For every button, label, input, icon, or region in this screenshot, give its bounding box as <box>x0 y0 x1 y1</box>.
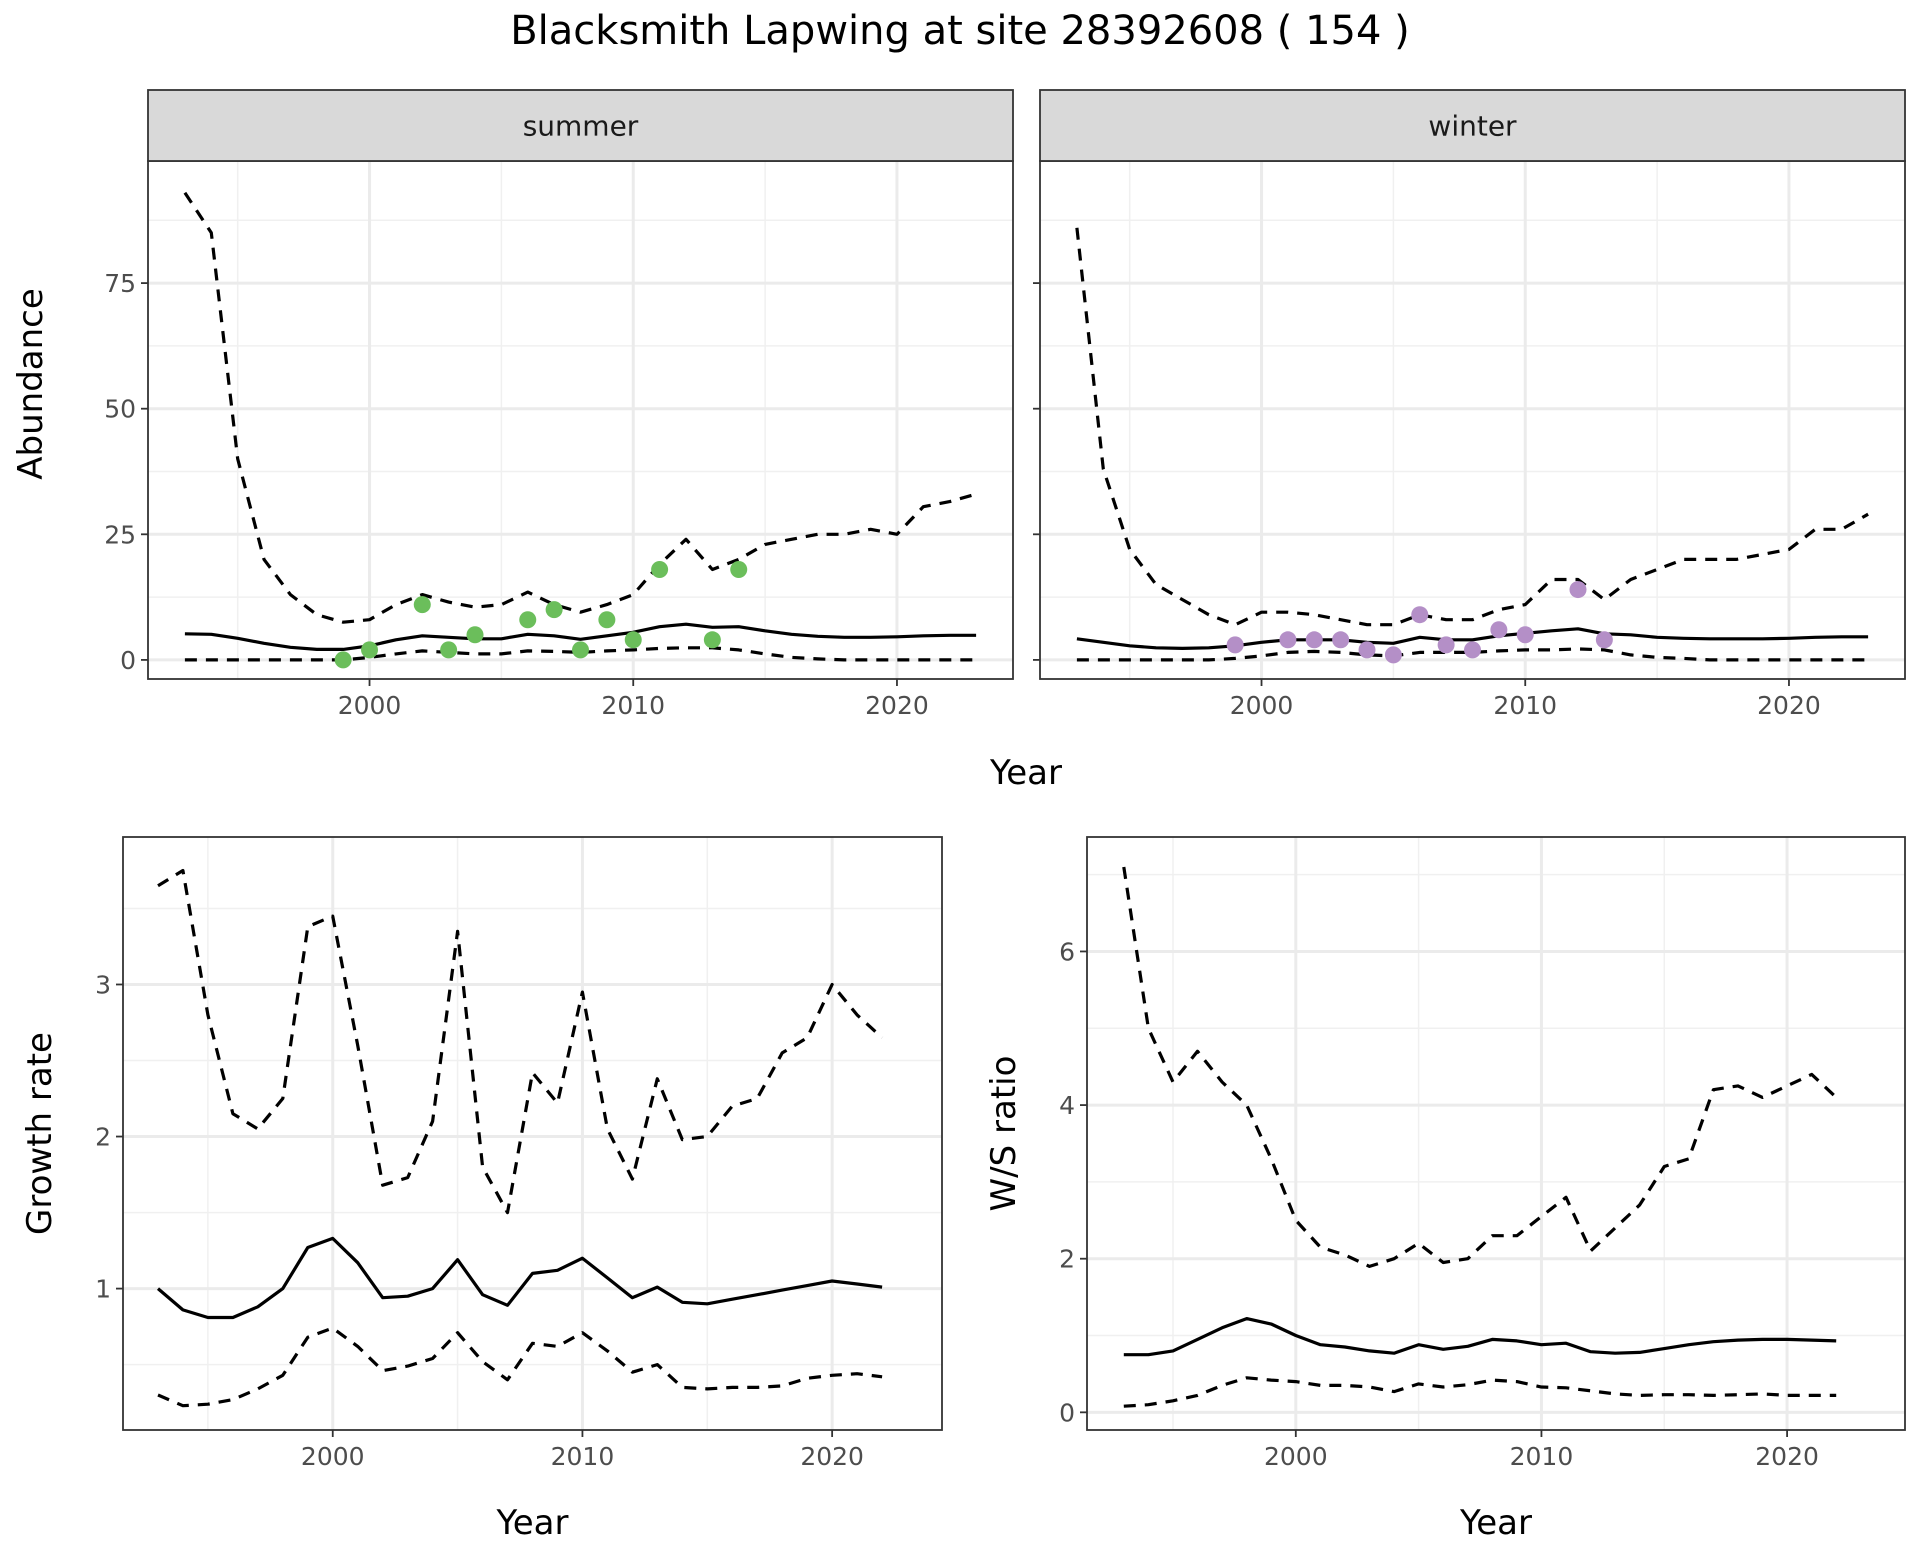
series-line-lower <box>157 1326 883 1408</box>
x-tick-label: 2000 <box>338 691 402 720</box>
series-line-upper <box>1075 227 1869 627</box>
series-line-upper <box>157 868 884 1215</box>
data-point <box>1464 641 1481 659</box>
series-line-upper <box>183 191 977 624</box>
x-tick-label: 2010 <box>551 1442 615 1471</box>
y-tick-label: 25 <box>104 520 136 549</box>
data-point <box>1490 621 1508 639</box>
panel-background <box>1087 837 1905 1430</box>
data-point <box>1226 636 1244 654</box>
data-point <box>1332 631 1350 649</box>
y-tick-label: 0 <box>1059 1398 1075 1427</box>
panel-background <box>123 837 942 1430</box>
panel-growth-rate: 2000 2010 2020 1 2 3 Growth rate Year <box>20 836 943 1543</box>
x-tick-label: 2010 <box>601 691 665 720</box>
data-point <box>519 611 537 629</box>
panel-ws-ratio: 2000 2010 2020 0 2 4 6 W/S ratio Year <box>984 836 1906 1543</box>
x-tick-label: 2020 <box>1757 691 1821 720</box>
y-tick-label: 6 <box>1059 937 1075 966</box>
panel-background <box>1040 161 1905 679</box>
data-point <box>361 641 379 659</box>
x-tick-label: 2020 <box>1755 1442 1819 1471</box>
x-tick-label: 2000 <box>1264 1442 1328 1471</box>
data-point <box>651 560 669 578</box>
series-line-lower <box>184 646 977 662</box>
y-tick-label: 0 <box>120 646 136 675</box>
data-point <box>1595 631 1613 649</box>
y-axis-title: W/S ratio <box>984 1056 1024 1212</box>
y-axis-title: Growth rate <box>20 1032 60 1235</box>
data-point <box>1305 631 1323 649</box>
chart-title: Blacksmith Lapwing at site 28392608 ( 15… <box>510 8 1410 54</box>
series-line-lower <box>1076 647 1869 662</box>
facet-strip <box>147 89 1014 162</box>
data-point <box>545 601 563 619</box>
panel-background <box>148 161 1013 679</box>
y-tick-label: 2 <box>95 1123 111 1152</box>
y-tick-label: 75 <box>104 269 136 298</box>
series-line-mean <box>184 622 977 651</box>
x-tick-label: 2020 <box>865 691 929 720</box>
y-axis-title: Abundance <box>11 288 51 480</box>
data-point <box>413 596 431 614</box>
data-point <box>1384 646 1402 664</box>
series-line-upper <box>1122 866 1838 1268</box>
data-point <box>1569 581 1587 599</box>
panel-border <box>122 836 943 1431</box>
facet-label: summer <box>523 110 639 143</box>
facet-label: winter <box>1428 110 1517 143</box>
data-point <box>598 611 616 629</box>
series-line-mean <box>156 1236 883 1320</box>
x-axis-title: Year <box>496 1503 569 1543</box>
x-tick-label: 2000 <box>1230 691 1294 720</box>
data-point <box>1358 641 1376 659</box>
data-point <box>703 631 721 649</box>
x-tick-label: 2010 <box>1510 1442 1574 1471</box>
data-point <box>624 631 642 649</box>
data-point <box>1411 606 1429 624</box>
data-point <box>440 641 458 659</box>
data-point <box>572 641 589 659</box>
data-point <box>1437 636 1455 654</box>
facet-strip <box>1039 89 1906 162</box>
panel-winter: winter 2000 2010 2020 <box>1033 89 1906 720</box>
y-tick-label: 2 <box>1059 1245 1075 1274</box>
data-point <box>1516 626 1534 644</box>
x-tick-label: 2000 <box>301 1442 365 1471</box>
data-point <box>1279 631 1297 649</box>
panel-summer: summer 2000 2010 2020 0 25 50 75 Abundance <box>11 89 1014 720</box>
x-axis-title: Year <box>1459 1503 1532 1543</box>
series-line-mean <box>1076 627 1869 650</box>
y-tick-label: 1 <box>95 1275 111 1304</box>
data-point <box>730 560 748 578</box>
data-point <box>466 626 484 644</box>
series-line-mean <box>1123 1317 1837 1357</box>
y-tick-label: 3 <box>95 970 111 999</box>
x-tick-label: 2010 <box>1493 691 1557 720</box>
data-point <box>334 651 352 669</box>
y-tick-label: 4 <box>1059 1091 1075 1120</box>
y-tick-label: 50 <box>104 395 136 424</box>
series-line-lower <box>1123 1376 1837 1408</box>
x-tick-label: 2020 <box>800 1442 864 1471</box>
x-axis-title: Year <box>989 753 1062 793</box>
panel-border <box>1086 836 1906 1431</box>
